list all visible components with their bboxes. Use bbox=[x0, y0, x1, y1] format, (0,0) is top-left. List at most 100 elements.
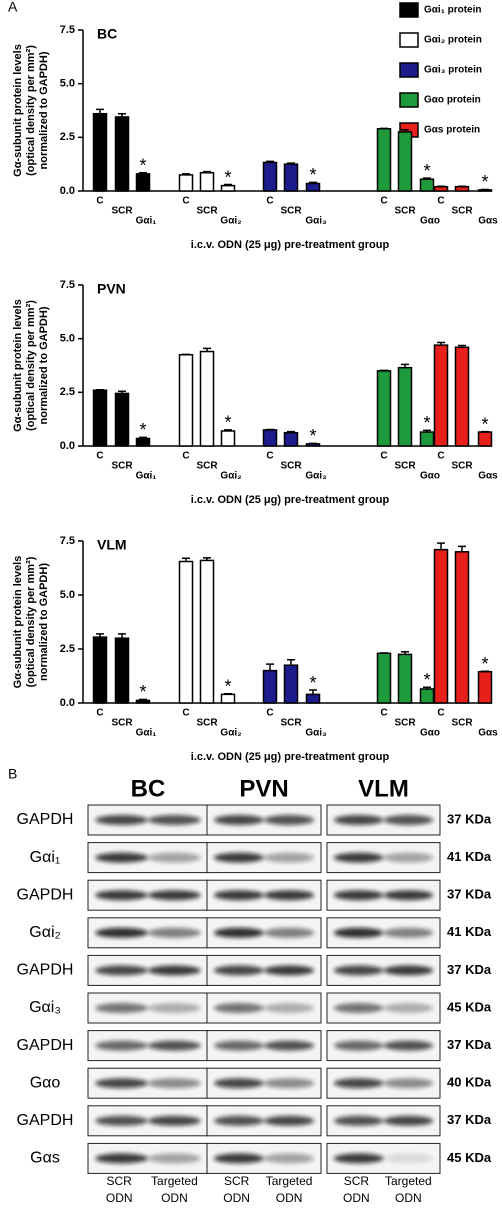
bar bbox=[454, 185, 470, 192]
blot-band bbox=[333, 1115, 384, 1126]
x-tick-label: SCR bbox=[394, 461, 416, 472]
row-label: Gαi₃ bbox=[29, 999, 61, 1016]
lane-label: ODN bbox=[161, 1191, 188, 1205]
x-tick-label: SCR bbox=[394, 718, 416, 729]
x-tick-label: SCR bbox=[451, 718, 473, 729]
y-tick-label: 5.0 bbox=[60, 589, 75, 601]
error-bar bbox=[287, 659, 295, 666]
error-bar bbox=[224, 183, 232, 186]
blot-band bbox=[264, 890, 315, 901]
blot-band bbox=[383, 1153, 434, 1164]
blot-band bbox=[264, 927, 315, 938]
x-tick-label: Gαo bbox=[420, 216, 440, 227]
significance-star: * bbox=[309, 426, 316, 446]
significance-star: * bbox=[309, 673, 316, 693]
error-bar bbox=[224, 429, 232, 431]
y-tick-label: 5.0 bbox=[60, 78, 75, 90]
blot-band bbox=[95, 1115, 148, 1126]
lane-label: Targeted bbox=[385, 1174, 432, 1188]
y-axis-label: normalized to GAPDH) bbox=[38, 306, 50, 424]
blot-band bbox=[148, 1078, 201, 1089]
error-bar bbox=[309, 181, 317, 184]
blot-band bbox=[148, 1115, 201, 1126]
blot-band bbox=[264, 1078, 315, 1089]
x-tick-label: Gαs bbox=[478, 216, 498, 227]
blot-band bbox=[333, 1078, 384, 1089]
lane-label: SCR bbox=[344, 1174, 370, 1188]
x-tick-label: C bbox=[437, 708, 444, 719]
bar bbox=[92, 636, 108, 704]
error-bar bbox=[287, 162, 295, 165]
bar bbox=[135, 173, 151, 192]
error-bar bbox=[423, 429, 431, 433]
chart-title: BC bbox=[97, 26, 117, 42]
bar bbox=[283, 664, 299, 704]
lane-label: SCR bbox=[224, 1174, 250, 1188]
x-tick-label: Gαo bbox=[420, 471, 440, 482]
y-axis-label: (optical density per mm²) bbox=[25, 556, 37, 687]
blot-band bbox=[213, 852, 264, 863]
blot-band bbox=[383, 927, 434, 938]
bar bbox=[397, 131, 413, 192]
x-tick-label: Gαi₁ bbox=[136, 471, 157, 482]
weight-label: 37 KDa bbox=[447, 887, 492, 902]
weight-label: 41 KDa bbox=[447, 924, 492, 939]
blot-band bbox=[383, 965, 434, 976]
x-tick-label: SCR bbox=[280, 206, 302, 217]
blot-band bbox=[213, 1003, 264, 1013]
x-tick-label: C bbox=[96, 451, 103, 462]
x-tick-label: C bbox=[182, 708, 189, 719]
y-tick-label: 7.5 bbox=[60, 24, 75, 36]
row-label: GAPDH bbox=[17, 1112, 74, 1129]
error-bar bbox=[309, 689, 317, 695]
blot-band bbox=[383, 1003, 434, 1013]
legend-label: Gαi₁ protein bbox=[424, 5, 482, 16]
x-tick-label: C bbox=[96, 196, 103, 207]
blot-band bbox=[213, 1115, 264, 1126]
blot-band bbox=[148, 890, 201, 901]
bar bbox=[454, 551, 470, 704]
column-header: BC bbox=[131, 775, 166, 802]
error-bar bbox=[287, 430, 295, 433]
blot-band bbox=[95, 927, 148, 938]
x-tick-label: SCR bbox=[451, 461, 473, 472]
bar bbox=[397, 653, 413, 704]
error-bar bbox=[266, 663, 274, 671]
row-label: GAPDH bbox=[17, 886, 74, 903]
error-bar bbox=[437, 542, 445, 550]
x-tick-label: C bbox=[266, 708, 273, 719]
significance-star: * bbox=[423, 413, 430, 433]
error-bar bbox=[423, 177, 431, 180]
error-bar bbox=[118, 633, 126, 639]
blot-band bbox=[148, 1153, 201, 1164]
blot-band bbox=[383, 1115, 434, 1126]
chart-title: VLM bbox=[97, 537, 127, 553]
blot-band bbox=[333, 890, 384, 901]
blot-band bbox=[95, 890, 148, 901]
error-bar bbox=[96, 633, 104, 638]
lane-label: ODN bbox=[343, 1191, 370, 1205]
x-tick-label: C bbox=[182, 196, 189, 207]
x-tick-label: SCR bbox=[394, 206, 416, 217]
blot-band bbox=[213, 1153, 264, 1164]
x-tick-label: SCR bbox=[280, 718, 302, 729]
y-axis-label: normalized to GAPDH) bbox=[38, 563, 50, 681]
x-tick-label: SCR bbox=[196, 206, 218, 217]
blot-band bbox=[383, 890, 434, 901]
bar bbox=[92, 389, 108, 447]
column-header: PVN bbox=[239, 775, 288, 802]
y-tick-label: 5.0 bbox=[60, 333, 75, 345]
bar bbox=[419, 431, 435, 447]
y-tick-label: 0.0 bbox=[60, 440, 75, 452]
row-label: Gαi₂ bbox=[29, 924, 60, 941]
y-axis-label: normalized to GAPDH) bbox=[38, 51, 50, 169]
bar bbox=[477, 670, 493, 704]
y-axis-label: Gα-subunit protein levels bbox=[12, 299, 24, 432]
blot-band bbox=[333, 1153, 384, 1164]
blot-band bbox=[95, 1040, 148, 1051]
y-tick-label: 7.5 bbox=[60, 279, 75, 291]
blot-band bbox=[264, 965, 315, 976]
bar bbox=[376, 127, 392, 192]
significance-star: * bbox=[224, 413, 231, 433]
blot-band bbox=[333, 1040, 384, 1051]
